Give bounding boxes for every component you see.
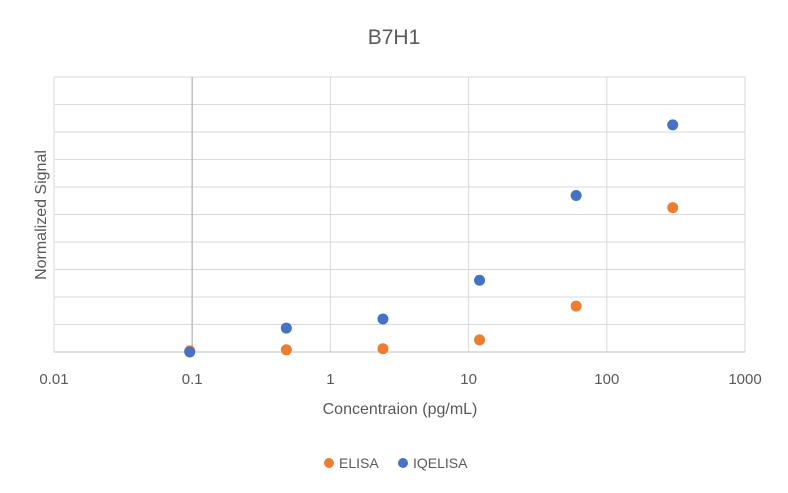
x-tick-labels: 0.01 0.1 1 10 100 1000 <box>39 371 761 388</box>
x-tick-label: 10 <box>460 371 477 388</box>
data-point-elisa <box>377 343 389 355</box>
data-point-iqelisa <box>377 313 389 325</box>
legend-marker-iqelisa <box>398 458 408 468</box>
data-point-iqelisa <box>474 274 486 286</box>
x-tick-label: 0.01 <box>39 371 68 388</box>
legend-label-iqelisa: IQELISA <box>413 455 468 471</box>
data-point-iqelisa <box>570 190 582 202</box>
data-point-elisa <box>280 344 292 356</box>
data-point-elisa <box>667 202 679 214</box>
x-tick-label: 1 <box>326 371 334 388</box>
legend-label-elisa: ELISA <box>339 455 379 471</box>
grid-lines <box>53 76 746 353</box>
y-axis-label: Normalized Signal <box>33 150 50 280</box>
x-axis-label: Concentraion (pg/mL) <box>323 401 478 418</box>
data-point-elisa <box>570 300 582 312</box>
data-point-iqelisa <box>184 346 196 358</box>
legend-marker-elisa <box>324 458 334 468</box>
chart-title: B7H1 <box>368 26 421 49</box>
data-points <box>184 119 679 358</box>
x-tick-label: 1000 <box>728 371 761 388</box>
x-tick-label: 0.1 <box>182 371 203 388</box>
data-point-iqelisa <box>667 119 679 131</box>
legend: ELISA IQELISA <box>324 455 468 471</box>
data-point-iqelisa <box>280 322 292 334</box>
data-point-elisa <box>474 334 486 346</box>
x-tick-label: 100 <box>594 371 619 388</box>
